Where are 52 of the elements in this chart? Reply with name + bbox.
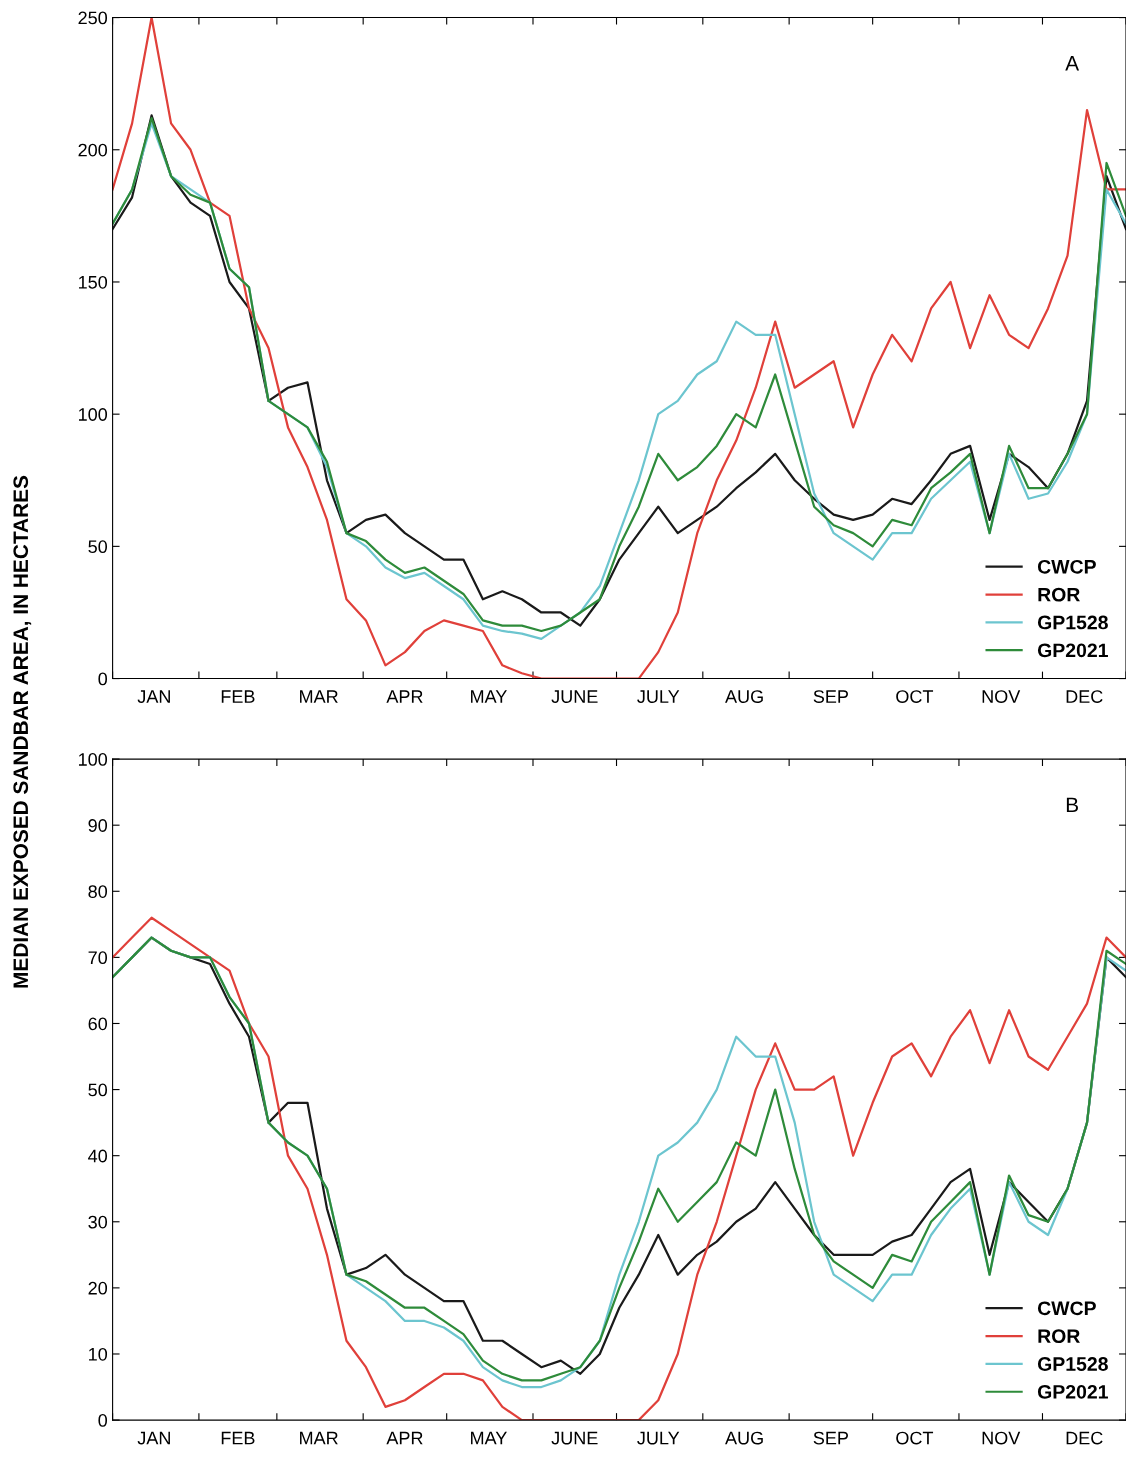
legend-label: ROR [1038,587,1080,602]
x-tick-label: SEP [813,1431,848,1445]
x-tick-label: MAY [471,690,507,703]
y-tick-label: 10 [89,1347,108,1361]
y-tick-label: 40 [88,1149,108,1163]
y-tick-label: 250 [78,11,108,25]
annotation: A [1065,56,1080,71]
x-tick-label: AUG [725,690,763,703]
legend-label: GP1528 [1037,1357,1108,1371]
x-tick-label: DEC [1066,690,1103,703]
x-tick-label: NOV [982,1431,1021,1445]
y-tick-label: 90 [88,819,108,832]
y-tick-label: 100 [78,408,108,421]
y-tick-label: 0 [98,672,108,686]
y-axis-title: MEDIAN EXPOSED SANDBAR AREA, IN HECTARES [13,475,32,988]
x-tick-label: DEC [1066,1431,1103,1445]
y-tick-label: 50 [88,1083,108,1097]
y-tick-label: 80 [88,885,108,898]
y-tick-label: 100 [78,753,108,766]
x-tick-label: JAN [137,1431,170,1445]
legend-label: CWCP [1037,559,1096,574]
legend-label: ROR [1038,1329,1080,1344]
x-tick-label: JULY [637,1431,680,1445]
x-tick-label: MAY [471,1431,507,1445]
x-tick-label: APR [386,690,423,703]
y-tick-label: 200 [78,143,108,157]
y-tick-label: 60 [88,1017,108,1031]
x-tick-label: NOV [982,690,1021,703]
x-tick-label: FEB [221,690,255,703]
y-tick-label: 50 [88,540,108,554]
x-tick-label: FEB [221,1431,255,1445]
x-tick-label: JULY [637,690,680,703]
x-tick-label: JAN [137,690,170,703]
x-tick-label: JUNE [551,690,598,703]
legend-label: GP1528 [1037,615,1108,630]
x-tick-label: APR [386,1431,423,1445]
x-tick-label: AUG [725,1431,763,1445]
x-tick-label: OCT [896,1431,934,1445]
x-tick-label: OCT [896,690,934,703]
y-tick-label: 20 [88,1281,108,1295]
y-tick-label: 30 [88,1215,108,1229]
y-tick-label: 70 [88,951,108,965]
legend-label: GP2021 [1037,643,1108,658]
legend-label: GP2021 [1037,1384,1108,1399]
y-tick-label: 0 [98,1414,108,1427]
legend-label: CWCP [1037,1301,1096,1316]
x-tick-label: MAR [300,1431,338,1445]
x-tick-label: MAR [300,690,338,703]
x-tick-label: JUNE [551,1431,598,1445]
y-tick-label: 150 [78,275,108,289]
annotation: B [1066,797,1078,812]
x-tick-label: SEP [813,690,848,703]
